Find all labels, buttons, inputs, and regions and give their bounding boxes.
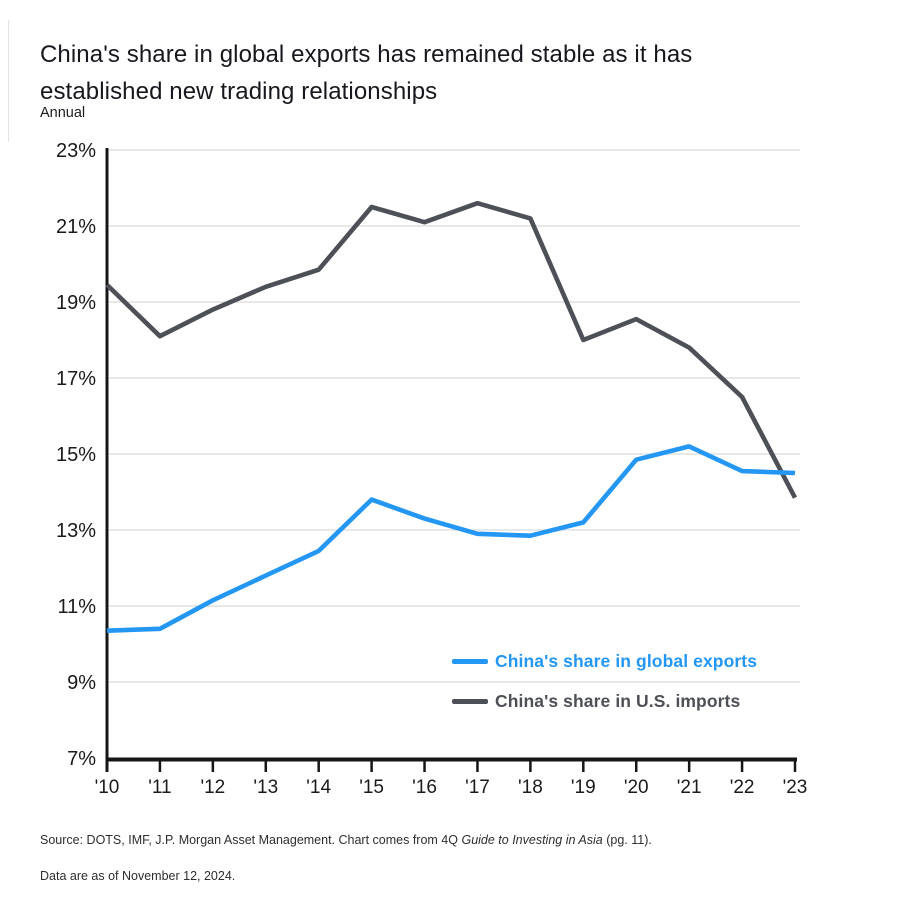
chart-title-line-2: established new trading relationships xyxy=(40,78,438,106)
chart-area: 23% 21% 19% 17% 15% 13% 11% 9% 7% '10 '11 '12 '13 '14… xyxy=(56,140,808,798)
legend-item-us-imports: China's share in U.S. imports xyxy=(452,688,757,715)
svg-text:'20: '20 xyxy=(624,777,649,798)
line-chart: 23% 21% 19% 17% 15% 13% 11% 9% 7% '10 '11 '12 '13 '14… xyxy=(56,140,808,798)
svg-text:'12: '12 xyxy=(200,777,225,798)
source-text: Source: DOTS, IMF, J.P. Morgan Asset Man… xyxy=(40,833,462,847)
svg-text:'19: '19 xyxy=(571,777,596,798)
svg-text:'22: '22 xyxy=(730,777,755,798)
svg-text:'15: '15 xyxy=(359,777,384,798)
legend-line-swatch-blue xyxy=(452,659,488,664)
svg-text:'10: '10 xyxy=(95,777,120,798)
legend-label-global-exports: China's share in global exports xyxy=(495,651,758,671)
legend-line-swatch-gray xyxy=(452,699,488,704)
svg-text:'18: '18 xyxy=(518,777,543,798)
legend-label-us-imports: China's share in U.S. imports xyxy=(495,691,741,711)
svg-text:11%: 11% xyxy=(57,596,96,618)
svg-text:21%: 21% xyxy=(56,216,96,238)
source-page-ref: (pg. 11). xyxy=(602,833,652,847)
svg-text:'23: '23 xyxy=(783,777,808,798)
svg-text:17%: 17% xyxy=(56,368,96,390)
svg-text:'11: '11 xyxy=(148,777,171,798)
source-publication: Guide to Investing in Asia xyxy=(461,833,603,847)
page-left-border xyxy=(8,20,9,142)
chart-title-line-1: China's share in global exports has rema… xyxy=(40,41,693,69)
svg-text:13%: 13% xyxy=(56,520,96,542)
svg-text:'21: '21 xyxy=(677,777,702,798)
chart-subtitle: Annual xyxy=(40,105,86,121)
legend-item-global-exports: China's share in global exports xyxy=(452,648,757,675)
svg-text:9%: 9% xyxy=(67,672,96,694)
as-of-note: Data are as of November 12, 2024. xyxy=(40,869,236,883)
svg-text:7%: 7% xyxy=(67,748,96,770)
source-note: Source: DOTS, IMF, J.P. Morgan Asset Man… xyxy=(40,832,870,848)
svg-text:15%: 15% xyxy=(56,444,96,466)
svg-text:19%: 19% xyxy=(56,292,96,314)
svg-text:'13: '13 xyxy=(253,777,278,798)
svg-text:'16: '16 xyxy=(412,777,437,798)
svg-text:23%: 23% xyxy=(56,140,96,162)
svg-text:'17: '17 xyxy=(465,777,490,798)
svg-text:'14: '14 xyxy=(306,777,331,798)
chart-legend: China's share in global exports China's … xyxy=(452,648,757,728)
chart-title: China's share in global exports has rema… xyxy=(40,36,860,110)
